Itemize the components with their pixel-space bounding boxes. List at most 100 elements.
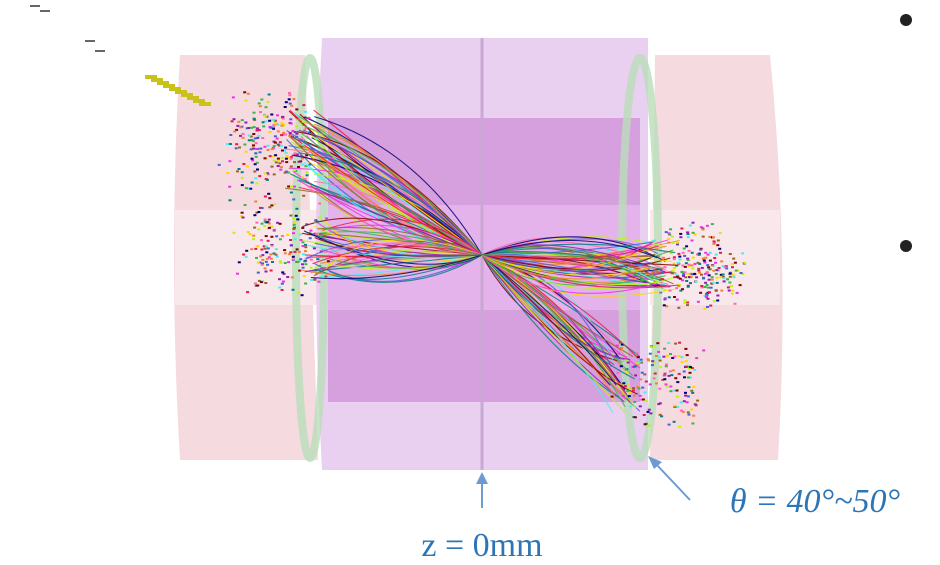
hit bbox=[271, 166, 274, 168]
hit bbox=[705, 295, 708, 297]
hit bbox=[267, 193, 270, 195]
hit bbox=[256, 169, 259, 171]
hit bbox=[257, 135, 260, 137]
hit bbox=[712, 282, 715, 284]
hit bbox=[675, 287, 678, 289]
hit bbox=[634, 374, 637, 376]
hit bbox=[702, 277, 705, 279]
hit bbox=[673, 356, 676, 358]
hit bbox=[286, 234, 289, 236]
hit bbox=[288, 94, 291, 96]
hit bbox=[695, 404, 698, 406]
hit bbox=[686, 304, 689, 306]
hit bbox=[250, 248, 253, 250]
hit bbox=[686, 354, 689, 356]
hit bbox=[301, 144, 304, 146]
hit bbox=[265, 235, 268, 237]
hit bbox=[316, 258, 319, 260]
hit bbox=[228, 160, 231, 162]
hit bbox=[247, 93, 250, 95]
hit bbox=[685, 280, 688, 282]
hit bbox=[257, 262, 260, 264]
hit bbox=[699, 249, 702, 251]
hit bbox=[709, 268, 712, 270]
hit bbox=[695, 357, 698, 359]
hit bbox=[690, 390, 693, 392]
hit bbox=[292, 232, 295, 234]
hit bbox=[280, 134, 283, 136]
hit bbox=[306, 171, 309, 173]
hit bbox=[703, 260, 706, 262]
hit bbox=[616, 372, 619, 374]
hit bbox=[647, 358, 650, 360]
hit bbox=[690, 409, 693, 411]
hit bbox=[245, 250, 248, 252]
hit bbox=[236, 170, 239, 172]
hit bbox=[238, 261, 241, 263]
hit bbox=[268, 131, 271, 133]
hit bbox=[686, 401, 689, 403]
event-display: z = 0mm θ = 40°~50° bbox=[0, 0, 940, 565]
hit bbox=[692, 232, 695, 234]
hit bbox=[268, 227, 271, 229]
hit bbox=[280, 166, 283, 168]
hit bbox=[255, 257, 258, 259]
hit bbox=[293, 221, 296, 223]
hit bbox=[702, 236, 705, 238]
hit bbox=[301, 176, 304, 178]
hit bbox=[700, 285, 703, 287]
hit bbox=[316, 221, 319, 223]
hit bbox=[262, 121, 265, 123]
hit bbox=[730, 285, 733, 287]
hit bbox=[277, 130, 280, 132]
hit bbox=[281, 150, 284, 152]
hit bbox=[254, 137, 257, 139]
hit bbox=[317, 281, 320, 283]
hit bbox=[300, 239, 303, 241]
hit bbox=[698, 254, 701, 256]
hit bbox=[285, 152, 288, 154]
hit bbox=[716, 244, 719, 246]
hit bbox=[257, 211, 260, 213]
hit bbox=[677, 253, 680, 255]
hit bbox=[722, 274, 725, 276]
hit bbox=[274, 154, 277, 156]
hit bbox=[671, 242, 674, 244]
hit bbox=[294, 238, 297, 240]
hit bbox=[241, 184, 244, 186]
hit bbox=[260, 239, 263, 241]
hit bbox=[264, 173, 267, 175]
hit bbox=[650, 346, 653, 348]
hit bbox=[685, 366, 688, 368]
hit bbox=[242, 133, 245, 135]
hit bbox=[688, 264, 691, 266]
hit bbox=[271, 245, 274, 247]
hit bbox=[309, 237, 312, 239]
hit bbox=[663, 289, 666, 291]
hit bbox=[264, 115, 267, 117]
hit bbox=[701, 267, 704, 269]
hit bbox=[709, 260, 712, 262]
hit bbox=[645, 400, 648, 402]
hit bbox=[673, 256, 676, 258]
hit bbox=[687, 259, 690, 261]
hit bbox=[620, 365, 623, 367]
hit bbox=[688, 250, 691, 252]
hit bbox=[691, 267, 694, 269]
hit bbox=[301, 164, 304, 166]
hit bbox=[715, 273, 718, 275]
hit bbox=[325, 217, 328, 219]
hit bbox=[267, 247, 270, 249]
hit bbox=[632, 390, 635, 392]
hit bbox=[275, 248, 278, 250]
hit bbox=[700, 274, 703, 276]
hit bbox=[634, 416, 637, 418]
hit bbox=[683, 302, 686, 304]
hit bbox=[695, 281, 698, 283]
hit bbox=[252, 144, 255, 146]
hit bbox=[734, 262, 737, 264]
hit bbox=[713, 257, 716, 259]
hit bbox=[301, 241, 304, 243]
hit bbox=[706, 264, 709, 266]
hit bbox=[298, 251, 301, 253]
